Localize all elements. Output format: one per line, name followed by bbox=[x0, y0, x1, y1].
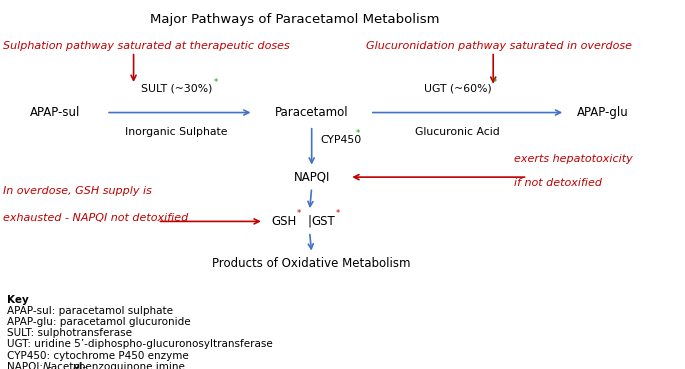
Text: CYP450: cytochrome P450 enzyme: CYP450: cytochrome P450 enzyme bbox=[7, 351, 188, 361]
Text: APAP-glu: APAP-glu bbox=[577, 106, 629, 119]
Text: -benzoquinone imine: -benzoquinone imine bbox=[75, 362, 185, 369]
Text: Paracetamol: Paracetamol bbox=[275, 106, 349, 119]
Text: if not detoxified: if not detoxified bbox=[514, 178, 601, 188]
Text: In overdose, GSH supply is: In overdose, GSH supply is bbox=[3, 186, 152, 196]
Text: p: p bbox=[72, 362, 79, 369]
Text: Sulphation pathway saturated at therapeutic doses: Sulphation pathway saturated at therapeu… bbox=[3, 41, 290, 51]
Text: -acetyl-: -acetyl- bbox=[48, 362, 87, 369]
Text: |: | bbox=[308, 215, 312, 228]
Text: NAPQI: NAPQI bbox=[293, 170, 330, 184]
Text: CYP450: CYP450 bbox=[320, 135, 361, 145]
Text: *: * bbox=[356, 129, 360, 138]
Text: APAP-sul: APAP-sul bbox=[29, 106, 80, 119]
Text: *: * bbox=[214, 78, 218, 87]
Text: Inorganic Sulphate: Inorganic Sulphate bbox=[125, 127, 228, 137]
Text: *: * bbox=[493, 78, 497, 87]
Text: *: * bbox=[336, 209, 340, 218]
Text: UGT (~60%): UGT (~60%) bbox=[424, 83, 491, 93]
Text: exhausted - NAPQI not detoxified: exhausted - NAPQI not detoxified bbox=[3, 213, 188, 223]
Text: SULT: sulphotransferase: SULT: sulphotransferase bbox=[7, 328, 132, 338]
Text: *: * bbox=[297, 209, 301, 218]
Text: Glucuronic Acid: Glucuronic Acid bbox=[415, 127, 500, 137]
Text: Key: Key bbox=[7, 295, 29, 305]
Text: exerts hepatotoxicity: exerts hepatotoxicity bbox=[514, 154, 632, 164]
Text: GSH: GSH bbox=[272, 215, 297, 228]
Text: NAPQI:: NAPQI: bbox=[7, 362, 46, 369]
Text: APAP-sul: paracetamol sulphate: APAP-sul: paracetamol sulphate bbox=[7, 306, 173, 316]
Text: APAP-glu: paracetamol glucuronide: APAP-glu: paracetamol glucuronide bbox=[7, 317, 190, 327]
Text: Products of Oxidative Metabolism: Products of Oxidative Metabolism bbox=[212, 257, 411, 270]
Text: GST: GST bbox=[312, 215, 335, 228]
Text: SULT (~30%): SULT (~30%) bbox=[141, 83, 212, 93]
Text: UGT: uridine 5’-diphospho-glucuronosyltransferase: UGT: uridine 5’-diphospho-glucuronosyltr… bbox=[7, 339, 273, 349]
Text: Major Pathways of Paracetamol Metabolism: Major Pathways of Paracetamol Metabolism bbox=[150, 13, 439, 26]
Text: N: N bbox=[42, 362, 50, 369]
Text: Glucuronidation pathway saturated in overdose: Glucuronidation pathway saturated in ove… bbox=[366, 41, 632, 51]
